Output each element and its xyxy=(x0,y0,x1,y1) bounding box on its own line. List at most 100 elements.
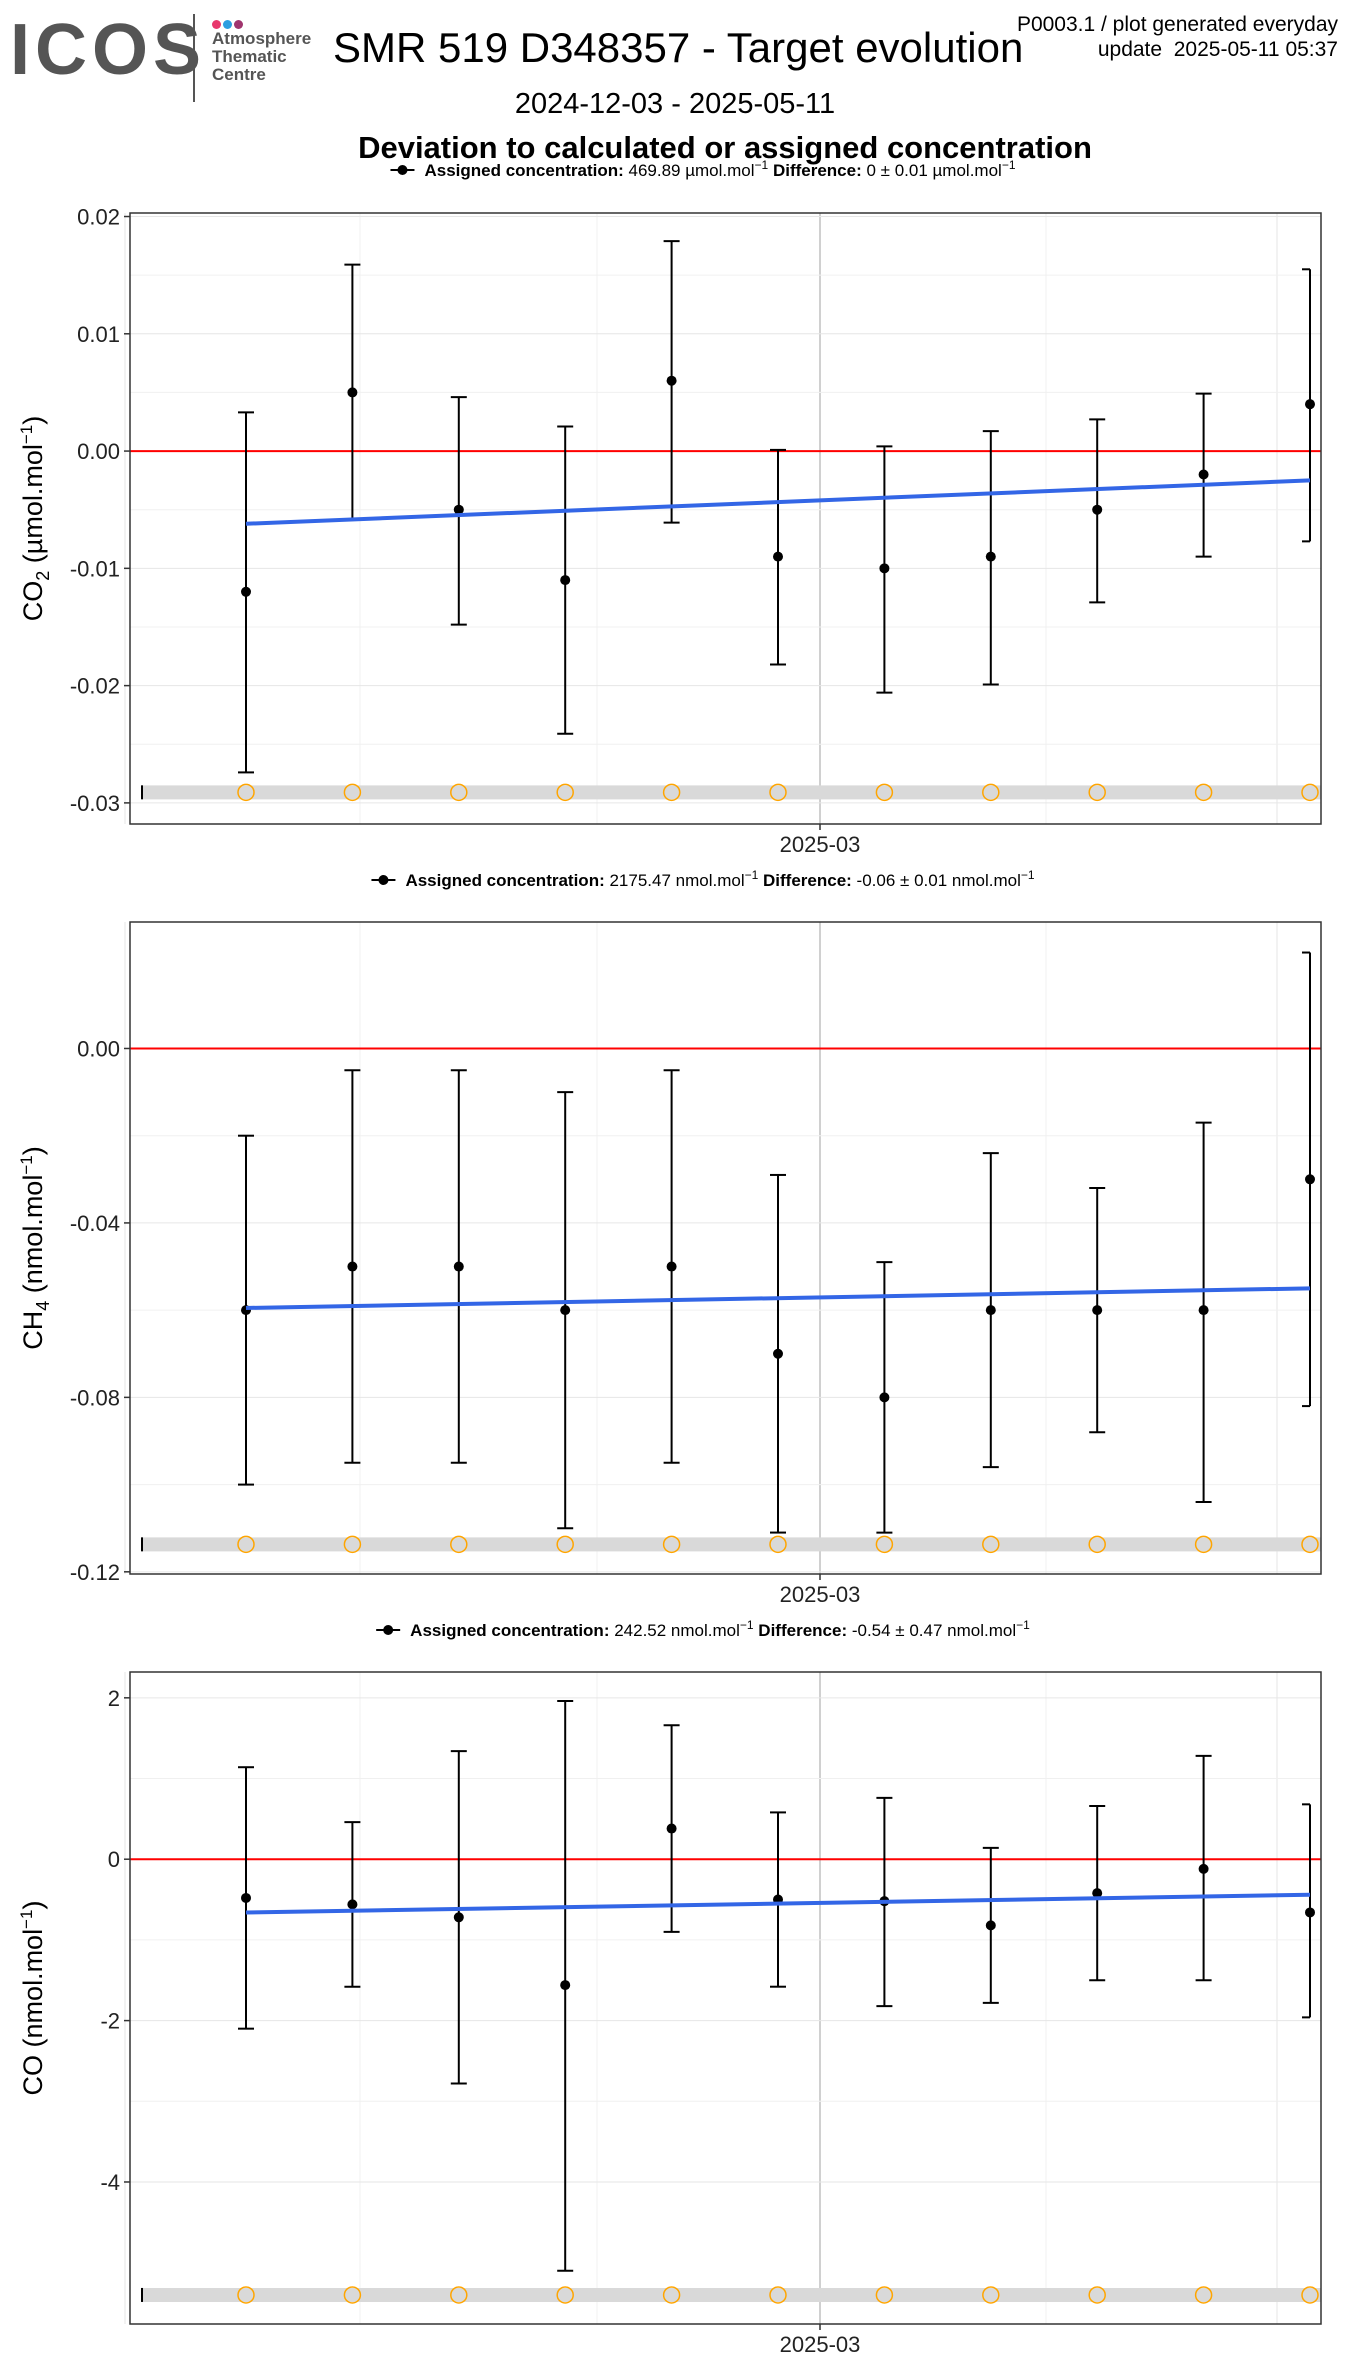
data-point xyxy=(1305,1907,1315,1918)
legend-value: 469.89 µmol.mol xyxy=(629,161,755,180)
y-label-close: ) xyxy=(18,1901,48,1910)
legend-marker-dot xyxy=(397,165,408,175)
plot-background xyxy=(130,213,1321,824)
logo-dot xyxy=(223,20,232,29)
flag-marker xyxy=(343,2286,362,2304)
y-tick-label: 0.02 xyxy=(77,205,120,230)
legend-label: Assigned concentration: xyxy=(405,871,609,890)
flag-marker xyxy=(1088,783,1106,802)
flag-marker xyxy=(769,1535,787,1554)
flag-marker xyxy=(662,2286,681,2304)
legend-diff-label: Difference: xyxy=(754,1621,852,1640)
logo-sub-line: Atmosphere xyxy=(212,29,312,48)
legend-value: 2175.47 nmol.mol xyxy=(609,871,744,890)
flag-marker xyxy=(450,783,468,802)
legend-text: Assigned concentration: 242.52 nmol.mol−… xyxy=(410,1618,1030,1640)
data-point xyxy=(560,1980,571,1991)
legend-marker-dot xyxy=(378,875,389,885)
flag-marker xyxy=(237,2286,255,2304)
x-tick-label: 2025-03 xyxy=(780,832,861,857)
legend: Assigned concentration: 2175.47 nmol.mol… xyxy=(371,868,1035,890)
plot-background xyxy=(130,922,1321,1574)
legend-unit-sup: −1 xyxy=(755,158,769,172)
data-point xyxy=(560,575,571,586)
trend-line xyxy=(245,1892,1311,1915)
generation-note: P0003.1 / plot generated everyday update … xyxy=(1017,12,1338,62)
y-label-subscript: 4 xyxy=(33,1301,53,1311)
data-point xyxy=(773,551,783,562)
flag-marker xyxy=(982,2286,1000,2304)
flag-marker xyxy=(1194,2286,1213,2304)
data-point xyxy=(1198,1863,1209,1874)
legend-diff-value: -0.06 ± 0.01 nmol.mol xyxy=(857,871,1021,890)
logo-dots xyxy=(212,16,245,34)
logo-sub-line: Centre xyxy=(212,65,266,84)
data-point xyxy=(1092,1305,1103,1316)
flag-marker xyxy=(450,2286,468,2304)
data-point xyxy=(347,1261,358,1272)
data-point xyxy=(666,375,677,386)
flag-marker xyxy=(556,783,574,802)
data-point xyxy=(773,1348,783,1359)
y-label-close: ) xyxy=(18,1146,48,1155)
legend-diff-label: Difference: xyxy=(768,161,866,180)
legend-text: Assigned concentration: 2175.47 nmol.mol… xyxy=(405,868,1034,890)
chart-panel-3: Assigned concentration: 242.52 nmol.mol−… xyxy=(17,1618,1322,2357)
date-range: 2024-12-03 - 2025-05-11 xyxy=(514,88,836,120)
data-point xyxy=(347,1899,358,1910)
legend: Assigned concentration: 469.89 µmol.mol−… xyxy=(390,158,1016,180)
plot-frame xyxy=(129,1671,1322,2325)
flag-marker xyxy=(1194,1535,1213,1554)
trend-line xyxy=(245,478,1311,526)
data-point xyxy=(241,586,251,597)
logo-divider xyxy=(193,14,195,102)
flag-marker xyxy=(875,2286,894,2304)
y-label-close: ) xyxy=(18,416,48,425)
data-point xyxy=(347,387,358,398)
logo-subtitle: Atmosphere Thematic Centre xyxy=(212,30,311,84)
plot-frame xyxy=(129,212,1322,825)
flag-marker xyxy=(450,1535,468,1554)
legend-unit-sup: −1 xyxy=(745,868,759,882)
plot-frame xyxy=(129,921,1322,1575)
y-tick-label: 2 xyxy=(108,1686,120,1711)
chart-subtitle: Deviation to calculated or assigned conc… xyxy=(358,130,1092,165)
flag-marker xyxy=(343,783,362,802)
data-point xyxy=(453,1912,464,1923)
legend-unit-sup: −1 xyxy=(1002,158,1016,172)
flag-marker xyxy=(769,2286,787,2304)
flag-marker xyxy=(662,1535,681,1554)
y-axis-label: CO (nmol.mol−1) xyxy=(17,1901,48,2096)
flag-marker xyxy=(1194,783,1213,802)
data-point xyxy=(1092,504,1103,515)
update-timestamp: update 2025-05-11 05:37 xyxy=(1097,38,1338,61)
legend-diff-value: -0.54 ± 0.47 nmol.mol xyxy=(852,1621,1016,1640)
y-tick-label: -4 xyxy=(100,2170,120,2195)
y-tick-label: 0.01 xyxy=(77,322,120,347)
logo-dot xyxy=(234,20,243,29)
y-tick-label: 0.00 xyxy=(77,1036,120,1061)
data-point xyxy=(453,504,464,515)
y-tick-label: 0.00 xyxy=(77,439,120,464)
page-title: SMR 519 D348357 - Target evolution xyxy=(333,24,1024,71)
y-label-species: CH xyxy=(18,1311,48,1350)
flag-marker xyxy=(875,783,894,802)
data-point xyxy=(1198,469,1209,480)
y-label-unit: (nmol.mol xyxy=(18,1929,48,2055)
legend-unit-sup: −1 xyxy=(1021,868,1035,882)
data-point xyxy=(666,1823,677,1834)
data-point xyxy=(1305,1174,1315,1185)
logo-dot xyxy=(212,20,221,29)
y-axis-label: CH4 (nmol.mol−1) xyxy=(17,1146,53,1349)
flag-marker xyxy=(556,1535,574,1554)
legend-marker-dot xyxy=(383,1625,394,1635)
legend-text: Assigned concentration: 469.89 µmol.mol−… xyxy=(424,158,1015,180)
legend-diff-label: Difference: xyxy=(758,871,856,890)
icos-logo: ICOS xyxy=(10,10,207,90)
flag-marker xyxy=(1301,783,1319,802)
flag-marker xyxy=(1088,1535,1106,1554)
y-label-subscript: 2 xyxy=(33,571,53,581)
trend-line xyxy=(245,1286,1311,1310)
y-tick-label: -0.03 xyxy=(70,791,120,816)
